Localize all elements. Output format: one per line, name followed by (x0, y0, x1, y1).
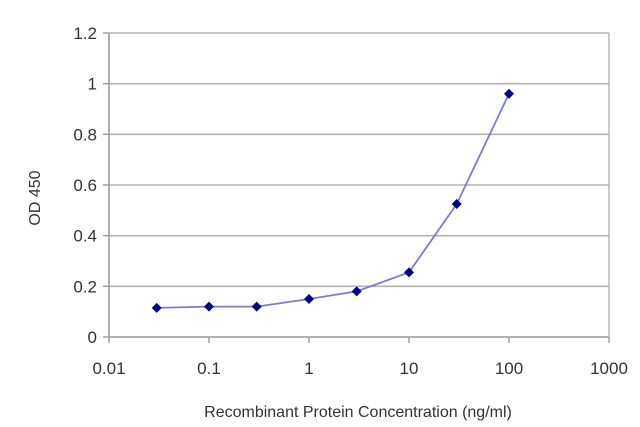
y-axis-label: OD 450 (27, 170, 44, 225)
data-point-1 (204, 301, 214, 312)
axes (103, 32, 610, 343)
x-tick-label-4: 100 (495, 359, 523, 378)
y-tick-label-3: 0.6 (73, 176, 97, 195)
x-tick-labels: 0.01 0.1 1 10 100 1000 (92, 359, 627, 378)
series (151, 88, 514, 313)
y-tick-label-2: 0.4 (73, 227, 97, 246)
y-tick-label-4: 0.8 (73, 125, 97, 144)
y-tick-label-1: 0.2 (73, 277, 97, 296)
y-tick-label-5: 1 (88, 75, 97, 94)
data-point-5 (404, 267, 414, 278)
data-point-2 (251, 301, 262, 312)
x-tick-label-0: 0.01 (92, 359, 125, 378)
x-axis-label: Recombinant Protein Concentration (ng/ml… (204, 404, 512, 421)
data-point-0 (151, 302, 162, 313)
y-tick-label-6: 1.2 (73, 24, 97, 43)
data-point-7 (504, 88, 514, 99)
y-tick-labels: 0 0.2 0.4 0.6 0.8 1 1.2 (73, 24, 97, 347)
data-point-4 (351, 286, 362, 297)
x-tick-label-3: 10 (400, 359, 419, 378)
series-line-0 (156, 93, 510, 309)
grid-lines (109, 32, 609, 288)
y-tick-label-0: 0 (88, 328, 97, 347)
x-tick-label-5: 1000 (590, 359, 628, 378)
x-tick-label-1: 0.1 (197, 359, 221, 378)
x-tick-label-2: 1 (304, 359, 313, 378)
data-point-3 (304, 294, 314, 304)
data-point-6 (451, 199, 462, 209)
